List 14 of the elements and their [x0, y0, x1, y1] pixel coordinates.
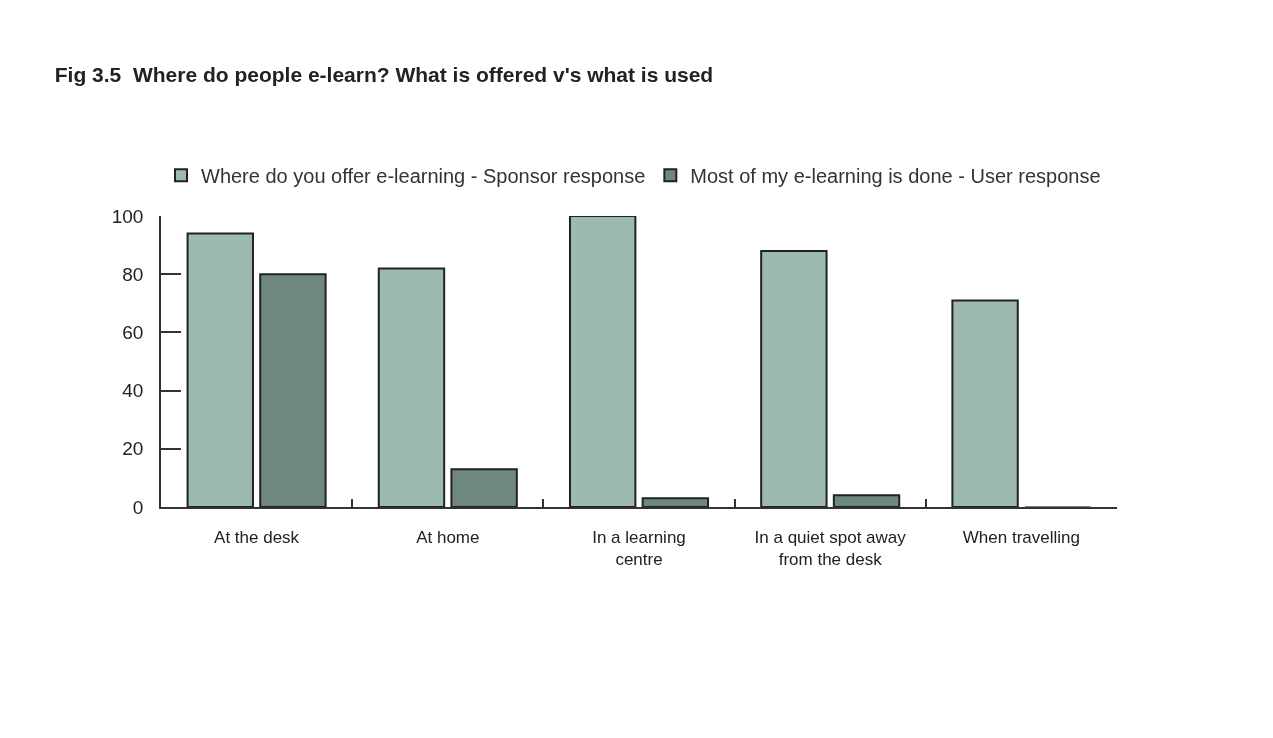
legend-label: Most of my e-learning is done - User response	[690, 165, 1101, 188]
y-tick-label: 40	[122, 380, 144, 402]
y-tick-label: 0	[132, 496, 144, 518]
x-tick-label: When travelling	[962, 528, 1080, 548]
x-tick-label: At the desk	[214, 528, 300, 548]
y-tick-label: 60	[122, 322, 144, 344]
y-tick-label: 100	[111, 205, 144, 227]
x-tick-label: In a learning centre	[592, 528, 686, 570]
chart-title: Fig 3.5 Where do people e-learn? What is offered v's what is used	[54, 63, 714, 87]
legend-label: Where do you offer e-learning - Sponsor response	[201, 165, 646, 188]
x-tick-label: In a quiet spot away from the desk	[754, 528, 907, 570]
x-tick-label: At home	[416, 528, 480, 548]
y-tick-label: 20	[122, 438, 144, 460]
y-tick-label: 80	[122, 263, 144, 285]
